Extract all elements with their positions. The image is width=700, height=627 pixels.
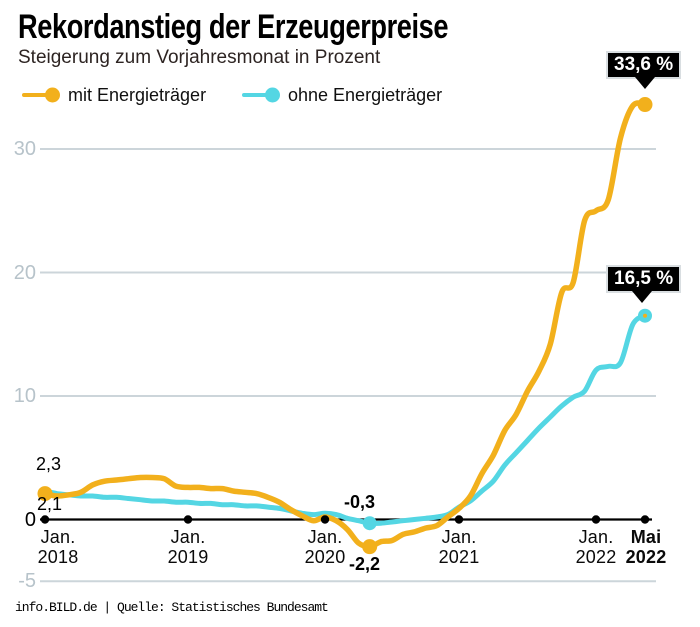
- callout-mit-energietraeger: 33,6 %: [606, 51, 682, 89]
- axis-tick-dot-Mai2022: [640, 515, 650, 524]
- marker-dot-ohne-m28: [362, 516, 377, 531]
- callout-pointer-icon: [635, 77, 655, 89]
- legend-dot-ohne-icon: [265, 87, 280, 103]
- axis-tick-dot-Jan.2019: [183, 515, 193, 524]
- dip-value-label-mit: -2,2: [349, 554, 381, 574]
- subtitle: Steigerung zum Vorjahresmonat in Prozent: [18, 47, 381, 68]
- axis-tick-dot-Jan.2020: [320, 515, 330, 524]
- start-value-label-ohne: 2,3: [36, 454, 62, 474]
- series-line-ohne: [42, 313, 648, 526]
- marker-dot-mit-m52: [637, 97, 653, 113]
- callout-ohne-value: 16,5 %: [614, 268, 674, 289]
- x-axis-label-Jan.-2018: Jan. 2018: [37, 527, 79, 567]
- callout-mit-value: 33,6 %: [614, 54, 674, 75]
- callout-pointer-icon: [632, 291, 652, 303]
- x-axis-label-Jan.-2019: Jan. 2019: [167, 527, 209, 567]
- legend-item-ohne-energietraeger: ohne Energieträger: [242, 84, 443, 105]
- page-title: Rekordanstieg der Erzeugerpreise: [18, 8, 449, 46]
- legend-item-mit-energietraeger: mit Energieträger: [22, 84, 207, 105]
- x-axis-label-Jan.-2022: Jan. 2022: [575, 527, 617, 567]
- y-axis-label-20: 20: [13, 261, 36, 284]
- axis-tick-dot-Jan.2018: [40, 515, 50, 524]
- marker-dot-mit-m28: [362, 539, 378, 555]
- marker-dot-mit-m0: [37, 486, 53, 502]
- x-axis-label-Jan.-2021: Jan. 2021: [438, 527, 480, 567]
- axis-tick-dot-Jan.2021: [454, 515, 464, 524]
- start-value-label-mit: 2,1: [37, 494, 63, 514]
- legend-dot-mit-icon: [45, 87, 60, 103]
- source-credit: info.BILD.de | Quelle: Statistisches Bun…: [15, 600, 329, 615]
- legend-line-mit-icon: [22, 87, 60, 103]
- y-axis-label-30: 30: [13, 138, 36, 160]
- series-line-mit: [42, 100, 648, 550]
- axis-tick-dot-Jan.2022: [591, 515, 601, 524]
- callout-ohne-energietraeger: 16,5 %: [606, 265, 682, 303]
- x-axis-label-Jan.-2020: Jan. 2020: [304, 527, 346, 567]
- dip-value-label-ohne: -0,3: [344, 492, 376, 512]
- y-axis-label--5: -5: [18, 570, 36, 593]
- x-axis-label-Mai-2022: Mai 2022: [625, 527, 667, 567]
- legend-label-ohne: ohne Energieträger: [288, 84, 443, 105]
- legend-label-mit: mit Energieträger: [68, 84, 207, 105]
- y-axis-label-0: 0: [24, 508, 36, 531]
- marker-dot-center-icon: [643, 313, 647, 318]
- y-axis-label-10: 10: [13, 385, 36, 407]
- legend-line-ohne-icon: [242, 87, 280, 103]
